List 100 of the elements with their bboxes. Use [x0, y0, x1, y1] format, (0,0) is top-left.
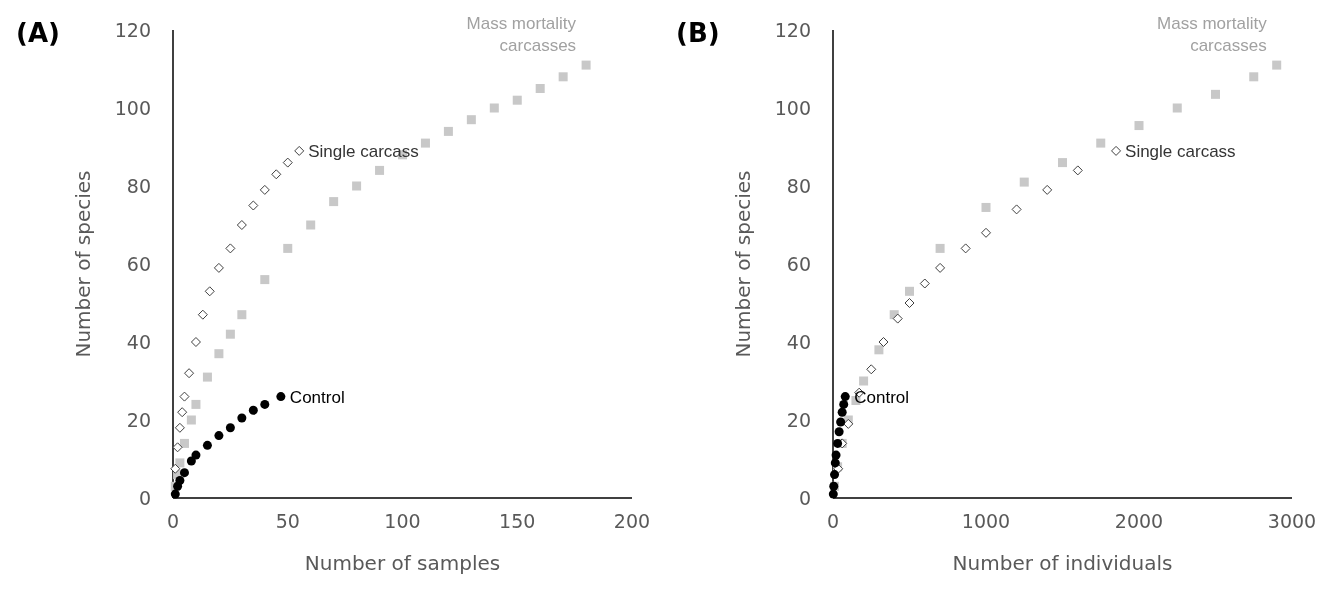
series-label: Mass mortality carcasses	[1157, 14, 1268, 56]
y-axis-title: Number of species	[71, 170, 95, 358]
y-tick-label: 20	[786, 408, 811, 431]
point	[179, 438, 189, 448]
y-tick-label: 120	[774, 18, 811, 41]
point	[282, 157, 293, 168]
y-axis-title: Number of species	[731, 170, 755, 358]
point	[919, 278, 930, 289]
point	[260, 399, 270, 409]
point	[225, 423, 235, 433]
point	[175, 458, 185, 468]
point	[271, 169, 282, 180]
point	[260, 275, 270, 285]
point	[352, 181, 362, 191]
y-tick-label: 60	[126, 252, 151, 275]
point	[828, 489, 838, 499]
point	[202, 440, 212, 450]
point	[831, 450, 841, 460]
point	[489, 103, 499, 113]
y-tick-label: 100	[114, 96, 151, 119]
point	[276, 392, 286, 402]
point	[190, 337, 201, 347]
point	[179, 391, 190, 402]
y-tick-label: 0	[138, 486, 151, 509]
point	[1072, 165, 1083, 176]
point	[1111, 145, 1122, 156]
point	[837, 407, 847, 417]
point	[558, 72, 568, 82]
point	[237, 413, 247, 423]
y-tick-label: 120	[114, 18, 151, 41]
x-tick-label: 3000	[1267, 510, 1317, 532]
point	[213, 262, 224, 273]
point	[172, 442, 183, 453]
point	[960, 243, 971, 254]
point	[420, 138, 430, 148]
point	[191, 450, 201, 460]
point	[294, 145, 305, 156]
y-tick-label: 80	[126, 174, 151, 197]
y-tick-label: 80	[786, 174, 811, 197]
chart-title: (A)	[16, 18, 60, 48]
x-axis-title: Number of individuals	[952, 551, 1173, 575]
x-tick-label: 2000	[1114, 510, 1164, 532]
point	[935, 262, 946, 273]
point	[1172, 103, 1182, 113]
point	[466, 115, 476, 125]
point	[512, 95, 522, 105]
point	[443, 126, 453, 136]
point	[202, 372, 212, 382]
point	[840, 392, 850, 402]
x-tick-label: 0	[166, 510, 180, 532]
point	[283, 243, 293, 253]
point	[1042, 184, 1053, 195]
point	[1019, 177, 1029, 187]
point	[248, 405, 258, 415]
point	[248, 200, 259, 211]
point	[1211, 89, 1220, 99]
point	[179, 468, 189, 478]
x-tick-label: 200	[613, 510, 651, 532]
y-tick-label: 40	[126, 330, 151, 353]
point	[170, 489, 180, 499]
x-tick-label: 150	[499, 510, 536, 532]
point	[935, 243, 945, 253]
point	[306, 220, 316, 230]
point	[981, 202, 991, 212]
point	[1096, 138, 1106, 148]
point	[259, 184, 270, 195]
point	[214, 349, 224, 359]
point	[581, 60, 591, 70]
series-label: Mass mortality carcasses	[466, 14, 577, 56]
y-tick-label: 0	[798, 486, 811, 509]
point	[859, 376, 869, 386]
point	[1134, 121, 1144, 131]
point	[535, 84, 545, 93]
series-label: Single carcass	[1125, 141, 1236, 161]
x-tick-label: 1000	[961, 510, 1011, 532]
point	[830, 470, 840, 480]
point	[174, 422, 185, 433]
point	[834, 427, 844, 437]
chart-title: (B)	[676, 18, 720, 48]
x-tick-label: 100	[384, 510, 421, 532]
y-tick-label: 20	[126, 408, 151, 431]
point	[836, 417, 846, 427]
point	[874, 345, 884, 355]
x-tick-label: 0	[826, 510, 840, 532]
x-tick-label: 50	[275, 510, 300, 532]
point	[1058, 158, 1067, 168]
point	[905, 286, 914, 296]
y-tick-label: 60	[786, 252, 811, 275]
point	[892, 313, 903, 324]
y-tick-label: 40	[786, 330, 811, 353]
point	[225, 243, 236, 254]
point	[1011, 204, 1022, 215]
point	[843, 418, 854, 429]
point	[839, 399, 849, 409]
point	[204, 286, 215, 297]
point	[170, 463, 181, 474]
point	[1249, 72, 1259, 82]
x-axis-title: Number of samples	[304, 551, 501, 575]
point	[1272, 60, 1282, 70]
point	[186, 415, 196, 425]
